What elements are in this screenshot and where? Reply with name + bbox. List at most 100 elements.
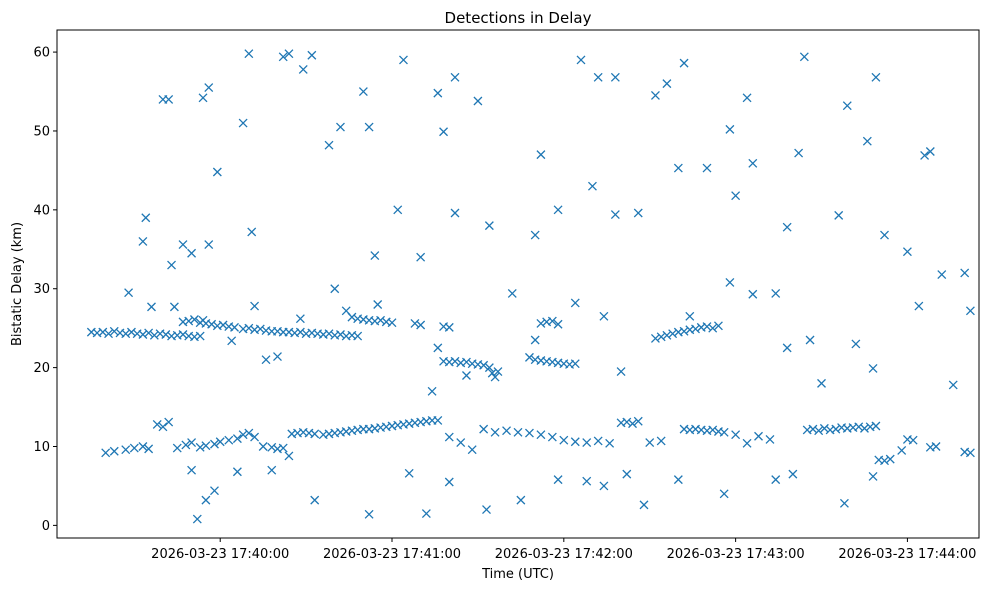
detection-point [559, 435, 569, 445]
detection-point [650, 333, 660, 343]
detection-point [570, 359, 580, 369]
detection-point [230, 322, 239, 332]
detection-point [754, 431, 763, 441]
x-tick-label: 2026-03-23 17:43:00 [667, 547, 805, 562]
detection-point [247, 227, 257, 237]
y-tick-label: 50 [33, 124, 50, 139]
detection-point [433, 88, 443, 98]
scatter-marks [86, 49, 975, 524]
detection-point [599, 481, 609, 491]
detection-point [109, 326, 119, 336]
detection-point [181, 440, 191, 450]
detection-point [295, 327, 305, 337]
detection-point [212, 167, 222, 177]
detection-point [444, 477, 454, 487]
detection-point [880, 230, 889, 240]
detection-point [851, 339, 861, 349]
detection-point [834, 210, 844, 220]
detection-point [771, 289, 781, 298]
detection-point [189, 315, 199, 324]
detection-point [708, 323, 718, 333]
detection-point [147, 302, 156, 312]
detection-point [255, 324, 265, 334]
detection-point [713, 321, 723, 331]
detection-point [336, 330, 345, 339]
detection-point [547, 316, 557, 326]
detection-point [771, 475, 781, 485]
x-axis-label: Time (UTC) [481, 567, 554, 582]
detection-point [854, 422, 864, 432]
detection-point [708, 425, 718, 435]
detection-point [622, 469, 632, 479]
detection-point [960, 268, 970, 278]
y-tick-label: 40 [33, 203, 50, 218]
detection-point [195, 442, 205, 452]
detection-point [187, 438, 197, 448]
detection-point [267, 465, 277, 475]
detection-point [138, 330, 148, 339]
detection-point [467, 445, 477, 455]
detection-point [462, 357, 471, 367]
detection-point [731, 430, 741, 440]
detection-point [416, 320, 426, 330]
detection-point [914, 301, 924, 311]
detection-point [218, 320, 228, 330]
detection-point [373, 300, 383, 309]
detection-point [871, 421, 881, 431]
detection-point [799, 52, 809, 62]
detection-point [210, 486, 219, 496]
detection-point [479, 360, 489, 370]
detection-point [547, 432, 557, 442]
detection-point [702, 163, 712, 173]
detection-point [324, 329, 334, 339]
detection-point [937, 270, 947, 279]
detection-point [725, 124, 735, 134]
detection-point [298, 64, 308, 74]
y-tick-label: 60 [33, 46, 50, 61]
detection-point [192, 514, 202, 524]
detection-point [207, 319, 217, 329]
detection-point [765, 434, 775, 444]
detection-point [742, 438, 752, 448]
detection-point [582, 476, 592, 486]
detection-point [450, 72, 460, 82]
detection-point [902, 247, 912, 257]
detection-point [473, 96, 483, 106]
detection-point [920, 150, 930, 160]
detection-point [814, 426, 824, 436]
detection-point [673, 163, 683, 173]
detection-point [336, 122, 345, 132]
detection-point [387, 318, 397, 328]
x-axis-ticks: 2026-03-23 17:40:00 2026-03-23 17:41:00 20… [151, 538, 976, 562]
detection-point [908, 435, 918, 445]
detection-point [416, 252, 426, 262]
detection-point [433, 343, 443, 353]
detection-point [324, 140, 334, 150]
detection-point [376, 315, 386, 325]
detection-point [880, 456, 889, 466]
detection-point [782, 222, 792, 232]
detection-point [656, 332, 666, 342]
detection-point [507, 289, 517, 298]
detection-point [158, 422, 168, 432]
detection-point [788, 469, 798, 479]
detection-point [399, 55, 408, 65]
detection-point [370, 251, 380, 261]
detection-point [482, 505, 491, 515]
detection-point [593, 436, 603, 446]
detection-point [227, 336, 237, 346]
detection-point [273, 352, 282, 362]
detection-point [149, 330, 159, 340]
detection-point [484, 221, 494, 231]
detection-point [101, 448, 111, 458]
detection-point [673, 475, 683, 485]
detection-point [628, 419, 637, 429]
detection-point [444, 432, 454, 442]
detection-point [195, 331, 205, 341]
detection-point [490, 427, 500, 437]
detection-point [164, 417, 174, 427]
detection-point [662, 330, 672, 340]
detection-point [284, 451, 294, 461]
detection-point [536, 150, 546, 160]
detection-point [668, 329, 678, 339]
